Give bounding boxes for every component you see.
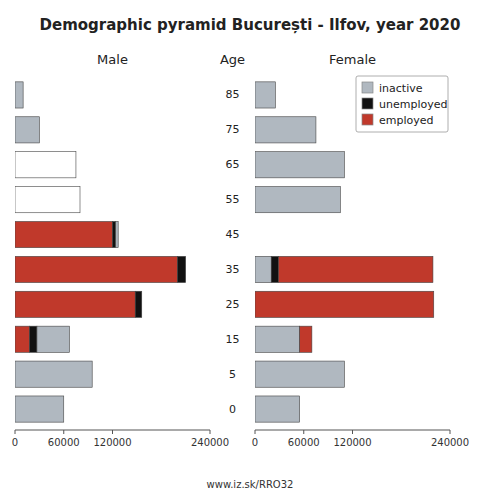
bar xyxy=(15,117,39,143)
bar xyxy=(15,396,64,422)
bar xyxy=(255,396,300,422)
panel-1: Female 0 60000 120000 240000 inactive unemploy… xyxy=(252,52,469,448)
age-tick-label: 35 xyxy=(226,263,240,276)
age-tick-label: 55 xyxy=(226,193,240,206)
bar xyxy=(315,117,316,143)
chart: Demographic pyramid București - Ilfov, y… xyxy=(0,0,500,500)
bar xyxy=(15,82,23,108)
x-tick xyxy=(303,430,304,434)
bar xyxy=(255,291,434,317)
legend: inactive unemployed employed xyxy=(356,76,448,132)
title: Demographic pyramid București - Ilfov, y… xyxy=(40,16,461,34)
legend-entry: inactive xyxy=(379,82,423,95)
bar xyxy=(255,187,340,213)
panel-title: Female xyxy=(329,52,376,67)
legend-swatch xyxy=(362,82,373,93)
bar xyxy=(255,221,256,247)
bar xyxy=(255,221,256,247)
bar xyxy=(255,117,316,143)
x-tick xyxy=(15,430,16,434)
age-tick-label: 75 xyxy=(226,123,240,136)
x-tick xyxy=(450,430,451,434)
bar xyxy=(279,256,433,282)
bar xyxy=(299,396,300,422)
age-tick-label: 0 xyxy=(229,403,236,416)
bar xyxy=(255,221,256,247)
bar xyxy=(113,221,116,247)
x-tick-label: 60000 xyxy=(288,437,320,448)
bars xyxy=(255,82,434,422)
bar xyxy=(344,361,345,387)
bar xyxy=(275,82,276,108)
bar xyxy=(135,291,142,317)
bar xyxy=(116,221,118,247)
bar xyxy=(30,326,37,352)
bar xyxy=(271,256,278,282)
legend-box xyxy=(356,76,448,132)
bar xyxy=(15,326,30,352)
age-tick-label: 65 xyxy=(226,158,240,171)
bar xyxy=(37,326,70,352)
x-tick-label: 240000 xyxy=(191,437,229,448)
bar xyxy=(340,187,341,213)
bar xyxy=(185,256,186,282)
age-tick-label: 85 xyxy=(226,88,240,101)
bar xyxy=(344,361,345,387)
legend-swatch xyxy=(362,114,373,125)
x-tick xyxy=(63,430,64,434)
bar xyxy=(15,361,92,387)
age-tick-label: 45 xyxy=(226,228,240,241)
x-tick-label: 0 xyxy=(12,437,18,448)
bar xyxy=(300,326,312,352)
bar xyxy=(299,396,300,422)
bars xyxy=(15,82,186,422)
legend-entry: unemployed xyxy=(379,98,447,111)
x-tick xyxy=(352,430,353,434)
x-tick xyxy=(255,430,256,434)
bar xyxy=(255,256,271,282)
bar xyxy=(15,221,113,247)
bar xyxy=(15,256,178,282)
bar xyxy=(315,117,316,143)
x-tick xyxy=(210,430,211,434)
source: www.iz.sk/RRO32 xyxy=(207,479,294,490)
bar xyxy=(340,187,341,213)
age-tick-label: 15 xyxy=(226,333,240,346)
bar xyxy=(255,82,275,108)
x-tick-label: 240000 xyxy=(431,437,469,448)
panel-title: Male xyxy=(97,52,128,67)
bar xyxy=(344,152,345,178)
bar xyxy=(178,256,186,282)
bar xyxy=(15,291,135,317)
bar xyxy=(255,361,344,387)
bar xyxy=(275,82,276,108)
age-tick-label: 25 xyxy=(226,298,240,311)
age-tick-label: 5 xyxy=(229,368,236,381)
bar xyxy=(15,187,80,213)
x-tick xyxy=(112,430,113,434)
bar xyxy=(255,326,300,352)
bar xyxy=(15,152,76,178)
legend-swatch xyxy=(362,98,373,109)
panel-0: Male 0 60000 120000 240000 Age 0 5 15 25 35 45 55 65 7… xyxy=(12,52,245,448)
bar xyxy=(344,152,345,178)
x-tick-label: 120000 xyxy=(93,437,131,448)
bar xyxy=(255,152,344,178)
bar xyxy=(141,291,142,317)
x-tick-label: 60000 xyxy=(48,437,80,448)
age-label: Age xyxy=(220,52,245,67)
legend-entry: employed xyxy=(379,114,434,127)
x-tick-label: 0 xyxy=(252,437,258,448)
x-tick-label: 120000 xyxy=(333,437,371,448)
